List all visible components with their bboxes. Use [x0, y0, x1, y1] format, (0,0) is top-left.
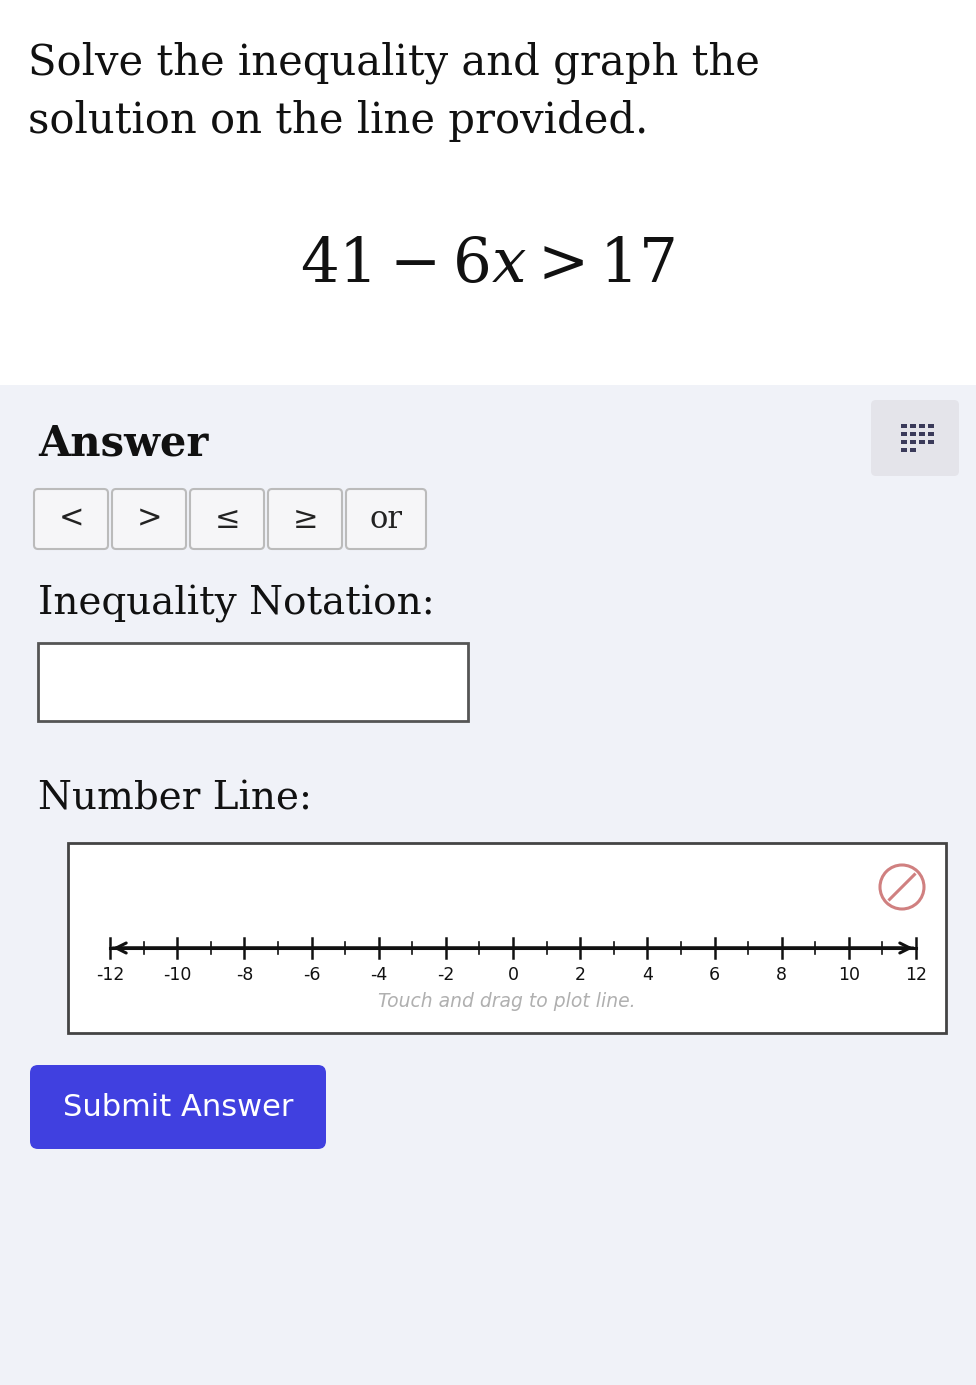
Bar [928, 439, 934, 443]
Text: ≤: ≤ [215, 504, 240, 535]
FancyBboxPatch shape [38, 643, 468, 722]
Bar [910, 439, 916, 443]
Bar [919, 439, 925, 443]
Bar [910, 424, 916, 428]
Bar [901, 447, 907, 452]
Text: solution on the line provided.: solution on the line provided. [28, 100, 648, 143]
Text: Number Line:: Number Line: [38, 781, 312, 819]
FancyBboxPatch shape [34, 489, 108, 548]
Bar [919, 432, 925, 435]
Text: Answer: Answer [38, 422, 208, 465]
Text: 12: 12 [905, 965, 927, 983]
Text: 0: 0 [508, 965, 518, 983]
Bar [0, 385, 976, 1385]
Text: ≥: ≥ [292, 504, 318, 535]
FancyBboxPatch shape [68, 843, 946, 1033]
Text: $41-6x>17$: $41-6x>17$ [301, 235, 675, 295]
Text: or: or [370, 504, 402, 535]
Bar [901, 432, 907, 435]
Text: <: < [59, 504, 84, 535]
Text: 8: 8 [776, 965, 788, 983]
Text: Solve the inequality and graph the: Solve the inequality and graph the [28, 42, 760, 84]
Text: 10: 10 [837, 965, 860, 983]
Text: >: > [137, 504, 162, 535]
FancyBboxPatch shape [30, 1065, 326, 1150]
FancyBboxPatch shape [190, 489, 264, 548]
Text: 4: 4 [642, 965, 653, 983]
Text: -6: -6 [303, 965, 320, 983]
Text: 6: 6 [709, 965, 720, 983]
Text: -10: -10 [163, 965, 191, 983]
Bar [910, 447, 916, 452]
FancyBboxPatch shape [346, 489, 426, 548]
Bar [901, 424, 907, 428]
Text: -4: -4 [370, 965, 387, 983]
Bar [0, 0, 976, 420]
Text: -12: -12 [96, 965, 124, 983]
Text: -2: -2 [437, 965, 455, 983]
Bar [901, 439, 907, 443]
Text: -8: -8 [235, 965, 253, 983]
Bar [919, 424, 925, 428]
Text: Touch and drag to plot line.: Touch and drag to plot line. [378, 992, 635, 1011]
Text: Submit Answer: Submit Answer [62, 1093, 293, 1122]
Text: Inequality Notation:: Inequality Notation: [38, 584, 434, 623]
Text: 2: 2 [575, 965, 586, 983]
Bar [928, 432, 934, 435]
FancyBboxPatch shape [268, 489, 342, 548]
Bar [910, 432, 916, 435]
FancyBboxPatch shape [871, 400, 959, 476]
Bar [928, 424, 934, 428]
FancyBboxPatch shape [112, 489, 186, 548]
